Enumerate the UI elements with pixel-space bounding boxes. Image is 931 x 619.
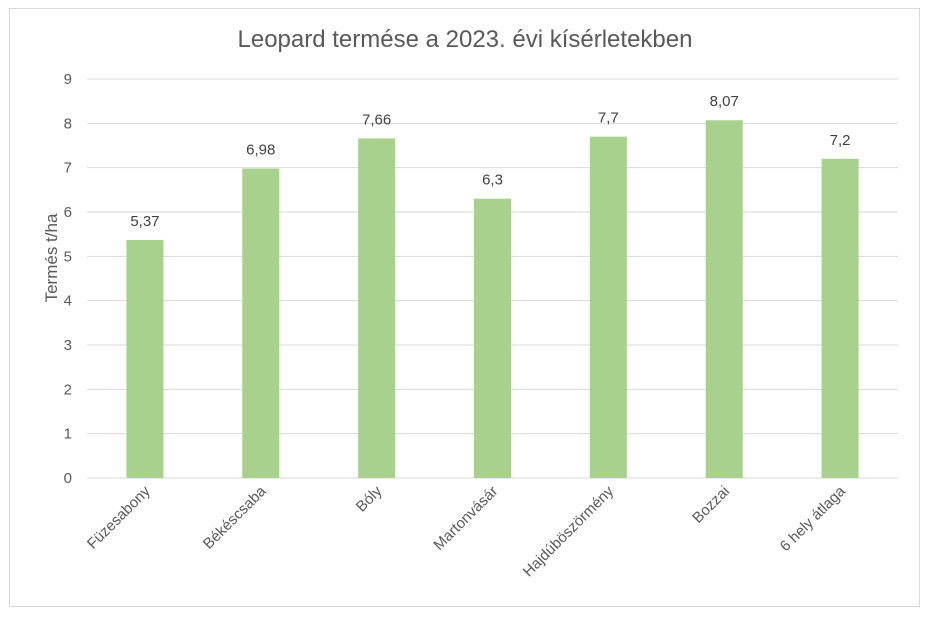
data-label: 5,37 [130,213,159,230]
data-label: 8,07 [710,93,739,110]
bar [358,138,396,478]
x-tick-label: Füzesabony [84,482,154,552]
bar [474,198,511,478]
y-tick-label: 9 [64,71,72,88]
data-label: 7,66 [362,111,391,128]
data-label: 6,3 [482,172,503,189]
bar [126,239,164,478]
x-tick-label: Hajdúböszörmény [520,482,618,580]
x-tick-label: 6 hely átlaga [777,482,850,555]
bar [705,120,743,478]
bar [242,168,280,478]
bar [821,158,859,479]
y-tick-label: 3 [64,337,72,354]
x-tick-label: Bóly [353,482,386,515]
y-tick-label: 2 [64,381,72,398]
x-tick-label: Békéscsaba [200,482,270,552]
y-tick-label: 6 [64,204,72,221]
bar [589,136,627,478]
y-tick-label: 1 [64,426,72,443]
x-tick-label: Martonvásár [430,483,501,554]
data-label: 7,2 [830,132,851,149]
y-tick-label: 0 [64,470,72,487]
y-axis-label: Termés t/ha [42,213,61,302]
data-label: 6,98 [246,142,275,159]
y-tick-label: 7 [64,160,72,177]
x-tick-label: Bozzai [689,483,733,527]
data-label: 7,7 [598,110,619,127]
chart-title: Leopard termése a 2023. évi kísérletekbe… [238,26,693,53]
y-tick-label: 5 [64,248,72,265]
y-tick-label: 4 [64,293,72,310]
y-tick-label: 8 [64,115,72,132]
